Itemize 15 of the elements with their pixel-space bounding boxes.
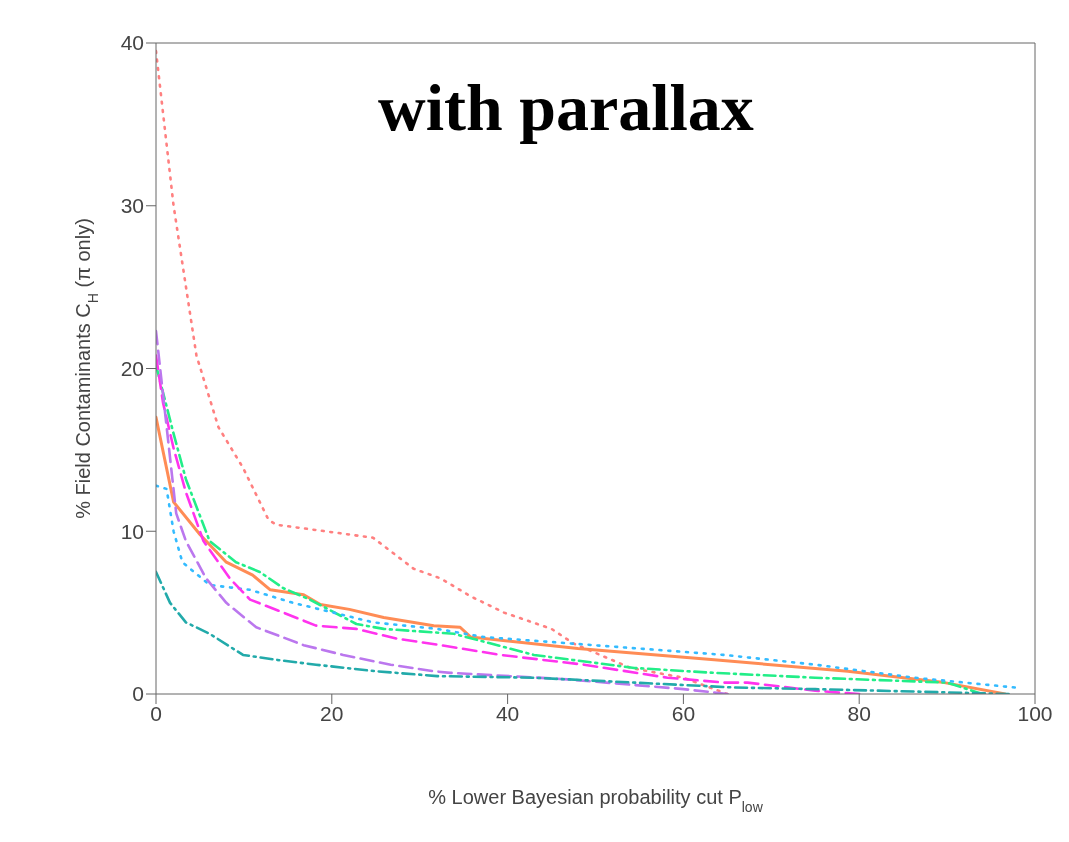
line-series [156,484,1017,689]
x-tick-label: 100 [1017,701,1053,725]
x-axis-title: % Lower Bayesian probability cut P$_{low}$ [428,786,764,815]
x-tick-label: 80 [847,701,871,725]
y-tick-label: 20 [120,356,144,380]
x-tick-label: 0 [150,701,162,725]
y-tick-label: 0 [132,682,144,706]
x-tick-label: 40 [495,701,520,725]
x-tick-label: 20 [320,701,344,725]
y-tick-label: 40 [120,31,144,55]
y-tick-label: 30 [120,194,144,218]
chart-title: with parallax [378,70,754,146]
line-series [156,415,1007,694]
x-tick-label: 60 [671,701,696,725]
y-tick-label: 10 [120,519,144,543]
